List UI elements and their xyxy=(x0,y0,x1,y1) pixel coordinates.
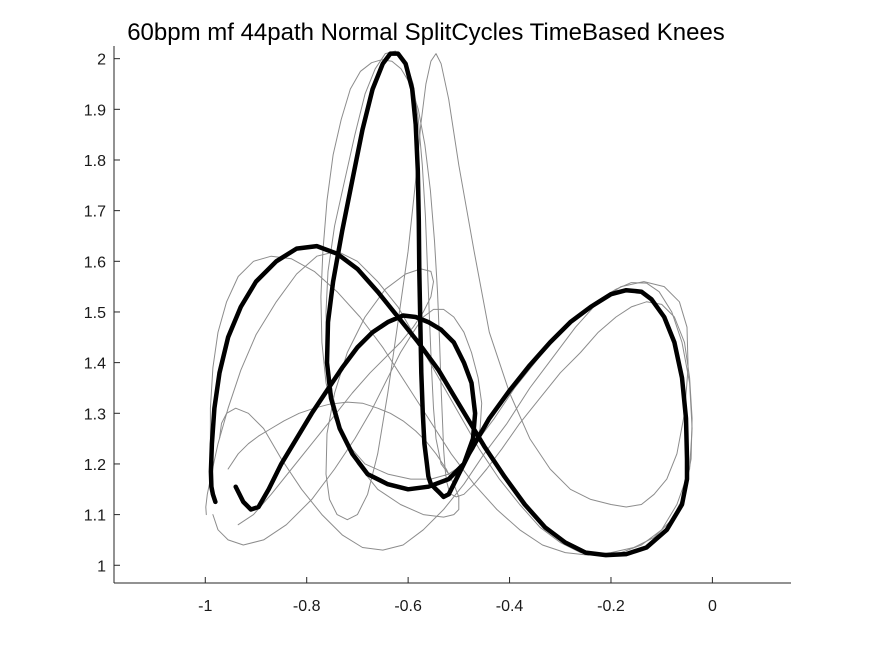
x-axis-ticks: -1 -0.8 -0.6 -0.4 -0.2 0 xyxy=(198,577,717,615)
x-tick-label: -0.2 xyxy=(597,598,625,615)
y-tick-label: 1.3 xyxy=(84,406,106,423)
y-tick-label: 2 xyxy=(97,52,106,69)
y-tick-label: 1 xyxy=(97,558,106,575)
y-tick-label: 1.8 xyxy=(84,153,106,170)
x-tick-label: -0.4 xyxy=(496,598,524,615)
trial-trajectory-line-2 xyxy=(219,53,689,551)
y-tick-label: 1.7 xyxy=(84,204,106,221)
y-tick-label: 1.4 xyxy=(84,356,106,373)
x-tick-label: -0.8 xyxy=(293,598,321,615)
x-tick-label: 0 xyxy=(708,598,717,615)
y-tick-label: 1.9 xyxy=(84,102,106,119)
chart-title: 60bpm mf 44path Normal SplitCycles TimeB… xyxy=(127,19,725,46)
y-axis-ticks: 1 1.1 1.2 1.3 1.4 1.5 1.6 1.7 1.8 1.9 2 xyxy=(84,52,120,575)
y-tick-label: 1.5 xyxy=(84,305,106,322)
x-tick-label: -0.6 xyxy=(394,598,422,615)
y-tick-label: 1.2 xyxy=(84,457,106,474)
trial-trajectory-line-1 xyxy=(205,50,693,556)
trial-trajectory-line-3 xyxy=(209,59,693,556)
series-layer xyxy=(205,50,693,558)
plot-area: -1 -0.8 -0.6 -0.4 -0.2 0 11.11.21.31.41.51.61… xyxy=(84,46,791,615)
mean-trajectory-line xyxy=(208,51,690,558)
y-tick-label: 1.1 xyxy=(84,508,106,525)
y-tick-label: 1.6 xyxy=(84,254,106,271)
x-tick-label: -1 xyxy=(198,598,212,615)
